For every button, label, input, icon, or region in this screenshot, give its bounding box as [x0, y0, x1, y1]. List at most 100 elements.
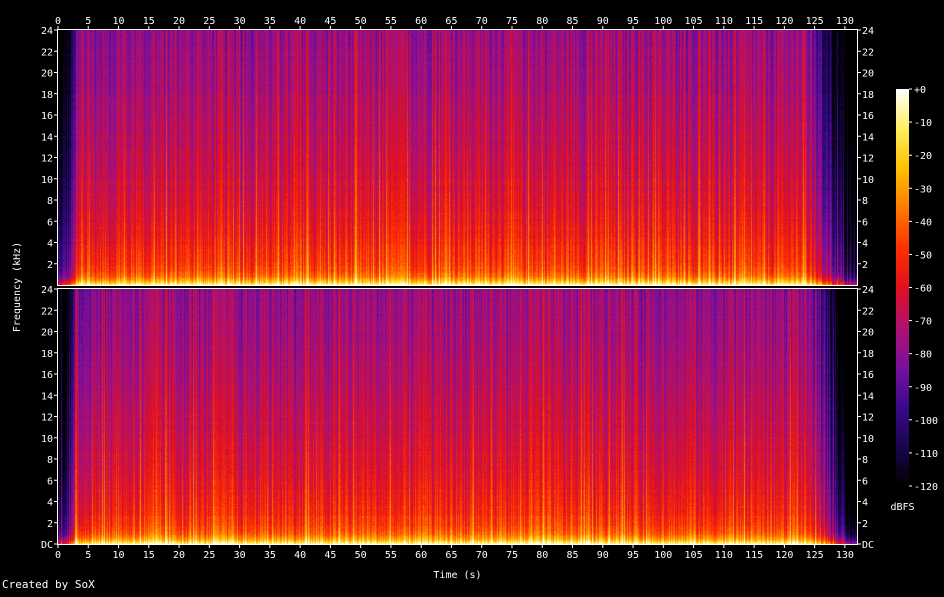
- y-tick-label-left: 18: [41, 90, 53, 101]
- y-tick-label-right: 8: [862, 196, 868, 207]
- x-tick-label-bottom: 45: [324, 550, 336, 561]
- x-tick-label-top: 110: [715, 16, 733, 27]
- x-tick-label-bottom: 90: [597, 550, 609, 561]
- x-tick-label-bottom: 115: [745, 550, 763, 561]
- x-tick-label-top: 45: [324, 16, 336, 27]
- y-tick-label-right: 2: [862, 260, 868, 271]
- y-tick-label-left: 4: [47, 498, 53, 509]
- y-tick-label-right: 8: [862, 455, 868, 466]
- x-tick-label-top: 30: [234, 16, 246, 27]
- x-tick-label-top: 115: [745, 16, 763, 27]
- y-tick-label-left: DC: [41, 540, 53, 551]
- y-tick-label-left: 16: [41, 370, 53, 381]
- x-tick-label-top: 70: [476, 16, 488, 27]
- y-tick-label-right: 18: [862, 90, 874, 101]
- y-tick-label-left: 4: [47, 239, 53, 250]
- colorbar-label: dBFS: [890, 502, 914, 513]
- x-tick-label-top: 20: [173, 16, 185, 27]
- x-tick-label-bottom: 110: [715, 550, 733, 561]
- y-tick-label-right: 6: [862, 217, 868, 228]
- x-tick-label-top: 60: [415, 16, 427, 27]
- colorbar-tick-label: -40: [914, 217, 932, 228]
- x-tick-label-bottom: 20: [173, 550, 185, 561]
- colorbar-tick-label: -110: [914, 449, 938, 460]
- colorbar-tick-label: -120: [914, 482, 938, 493]
- x-tick-label-bottom: 70: [476, 550, 488, 561]
- y-tick-label-left: 20: [41, 69, 53, 80]
- y-tick-label-right: 14: [862, 391, 874, 402]
- x-tick-label-bottom: 25: [203, 550, 215, 561]
- y-tick-label-left: 16: [41, 111, 53, 122]
- x-tick-label-top: 15: [143, 16, 155, 27]
- x-tick-label-top: 0: [55, 16, 61, 27]
- x-tick-label-top: 100: [654, 16, 672, 27]
- x-tick-label-bottom: 35: [264, 550, 276, 561]
- y-tick-label-left: 24: [41, 285, 53, 296]
- y-tick-label-right: 4: [862, 498, 868, 509]
- x-tick-label-bottom: 130: [836, 550, 854, 561]
- y-tick-label-right: 24: [862, 26, 874, 37]
- x-tick-label-top: 25: [203, 16, 215, 27]
- y-tick-label-left: 20: [41, 328, 53, 339]
- spectrogram-panel-2: [58, 289, 857, 544]
- y-tick-label-left: 22: [41, 47, 53, 58]
- colorbar-tick-label: -30: [914, 184, 932, 195]
- x-tick-label-bottom: 100: [654, 550, 672, 561]
- colorbar-tick-label: -90: [914, 383, 932, 394]
- y-tick-label-left: 8: [47, 196, 53, 207]
- x-tick-label-bottom: 5: [85, 550, 91, 561]
- y-tick-label-right: 4: [862, 239, 868, 250]
- y-tick-label-left: 6: [47, 476, 53, 487]
- spectrogram-panel-1: [58, 30, 857, 285]
- x-tick-label-top: 95: [627, 16, 639, 27]
- y-tick-label-left: 2: [47, 519, 53, 530]
- x-tick-label-bottom: 0: [55, 550, 61, 561]
- x-tick-label-top: 10: [113, 16, 125, 27]
- y-tick-label-right: 24: [862, 285, 874, 296]
- y-tick-label-left: 24: [41, 26, 53, 37]
- y-tick-label-right: 10: [862, 175, 874, 186]
- x-tick-label-top: 120: [775, 16, 793, 27]
- y-tick-label-left: 6: [47, 217, 53, 228]
- y-tick-label-right: 22: [862, 306, 874, 317]
- y-tick-label-right: 16: [862, 370, 874, 381]
- x-tick-label-bottom: 60: [415, 550, 427, 561]
- y-tick-label-left: 8: [47, 455, 53, 466]
- x-tick-label-top: 85: [566, 16, 578, 27]
- x-tick-label-bottom: 105: [685, 550, 703, 561]
- y-tick-label-left: 10: [41, 434, 53, 445]
- y-tick-label-left: 10: [41, 175, 53, 186]
- x-tick-label-bottom: 125: [806, 550, 824, 561]
- x-tick-label-top: 35: [264, 16, 276, 27]
- y-tick-label-left: 14: [41, 132, 53, 143]
- x-tick-label-bottom: 80: [536, 550, 548, 561]
- y-axis-label: Frequency (kHz): [12, 242, 23, 332]
- x-tick-label-top: 90: [597, 16, 609, 27]
- y-tick-label-left: 12: [41, 413, 53, 424]
- x-tick-label-top: 65: [445, 16, 457, 27]
- y-tick-label-right: 12: [862, 154, 874, 165]
- y-tick-label-right: 14: [862, 132, 874, 143]
- x-tick-label-bottom: 55: [385, 550, 397, 561]
- y-tick-label-right: 16: [862, 111, 874, 122]
- colorbar-tick-label: +0: [914, 85, 926, 96]
- x-tick-label-top: 125: [806, 16, 824, 27]
- y-tick-label-left: 12: [41, 154, 53, 165]
- x-tick-label-bottom: 50: [355, 550, 367, 561]
- colorbar-tick-label: -10: [914, 118, 932, 129]
- y-tick-label-left: 14: [41, 391, 53, 402]
- x-tick-label-bottom: 15: [143, 550, 155, 561]
- x-tick-label-top: 75: [506, 16, 518, 27]
- x-tick-label-bottom: 40: [294, 550, 306, 561]
- y-tick-label-right: 18: [862, 349, 874, 360]
- y-tick-label-right: 20: [862, 328, 874, 339]
- y-tick-label-right: 6: [862, 476, 868, 487]
- x-tick-label-bottom: 120: [775, 550, 793, 561]
- y-tick-label-right: 10: [862, 434, 874, 445]
- y-tick-label-right: DC: [862, 540, 874, 551]
- x-tick-label-bottom: 30: [234, 550, 246, 561]
- x-tick-label-top: 40: [294, 16, 306, 27]
- credit-text: Created by SoX: [2, 578, 95, 591]
